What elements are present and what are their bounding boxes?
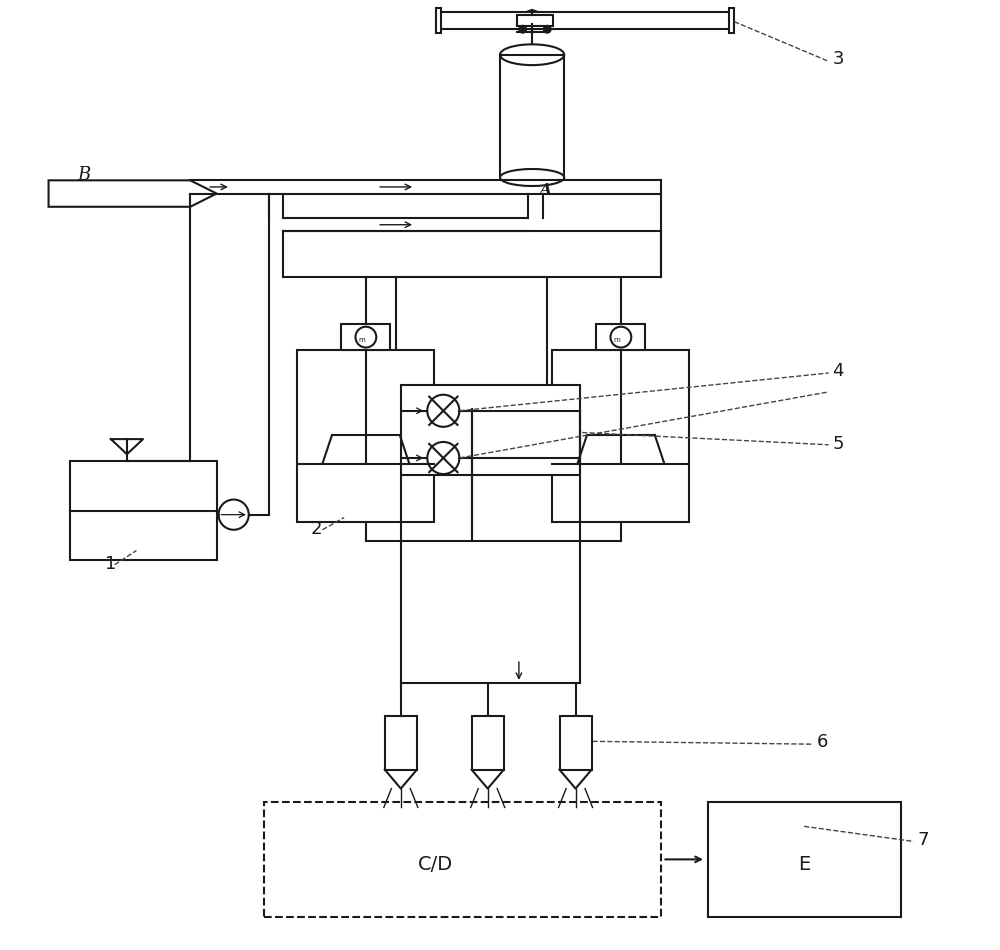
Bar [552,351,689,522]
Circle shape [519,26,526,33]
Bar [729,9,734,33]
Text: 4: 4 [832,362,844,380]
Text: 3: 3 [832,50,844,68]
Text: 6: 6 [816,733,828,751]
Text: 5: 5 [832,434,844,452]
Ellipse shape [500,169,564,186]
Text: 7: 7 [917,831,929,849]
Bar [708,802,901,917]
Text: C/D: C/D [418,855,453,874]
Text: E: E [798,855,810,874]
Bar [264,802,661,917]
Bar [297,351,434,522]
Text: m: m [613,337,620,343]
Text: A: A [540,182,552,197]
Bar [517,15,553,27]
Text: 2: 2 [311,520,323,538]
Bar [439,12,731,29]
Text: B: B [77,166,90,184]
Bar [70,461,217,560]
Bar [472,716,504,770]
Bar [436,9,441,33]
Bar [596,324,645,351]
Bar [401,386,580,475]
Bar [560,716,592,770]
Bar [283,232,661,276]
Text: m: m [358,337,365,343]
Bar [385,716,417,770]
Circle shape [543,26,551,33]
Text: 1: 1 [105,556,117,574]
Bar [396,276,547,408]
Bar [500,55,564,178]
Bar [341,324,390,351]
FancyArrow shape [49,180,217,207]
